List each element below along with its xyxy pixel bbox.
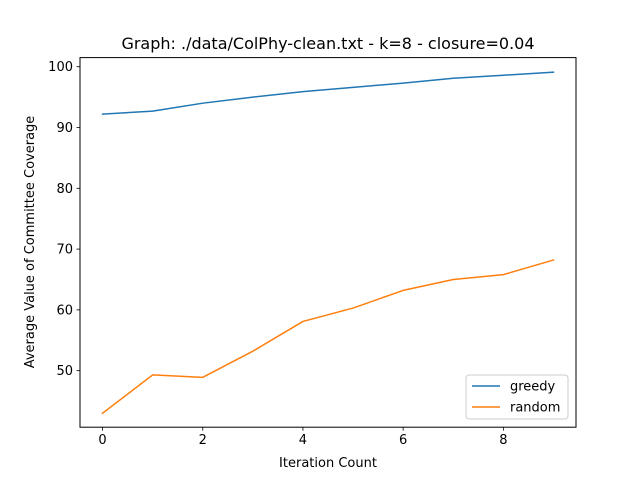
x-tick-label: 4	[299, 433, 307, 448]
legend: greedy random	[465, 374, 569, 420]
legend-label-greedy: greedy	[510, 380, 556, 395]
y-tick-label: 100	[48, 60, 73, 75]
series-line-random	[101, 259, 555, 415]
y-axis-ticks: 50 60 70 80 90 100	[48, 60, 80, 379]
x-tick-label: 0	[98, 433, 106, 448]
y-tick-label: 60	[56, 303, 73, 318]
series-line-greedy	[101, 71, 555, 115]
y-tick-label: 50	[56, 364, 73, 379]
series-layer	[101, 71, 555, 415]
x-tick-label: 2	[199, 433, 207, 448]
y-axis-title: Average Value of Committee Coverage	[23, 116, 38, 369]
y-tick-label: 80	[56, 182, 73, 197]
chart-title: Graph: ./data/ColPhy-clean.txt - k=8 - c…	[121, 34, 534, 53]
x-tick-label: 8	[499, 433, 507, 448]
x-axis-ticks: 0 2 4 6 8	[98, 427, 507, 448]
x-tick-label: 6	[399, 433, 407, 448]
y-tick-label: 70	[56, 243, 73, 258]
plot-frame	[79, 57, 577, 428]
x-axis-title: Iteration Count	[279, 456, 377, 471]
y-tick-label: 90	[56, 121, 73, 136]
legend-label-random: random	[510, 401, 560, 416]
plot-area	[80, 57, 576, 428]
